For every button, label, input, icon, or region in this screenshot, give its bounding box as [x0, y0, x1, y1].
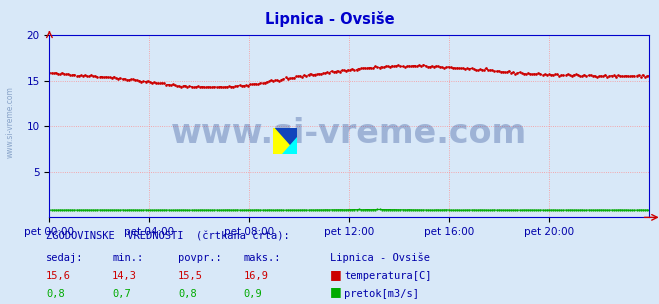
Text: 0,8: 0,8 — [178, 288, 196, 299]
Text: www.si-vreme.com: www.si-vreme.com — [5, 86, 14, 157]
Text: www.si-vreme.com: www.si-vreme.com — [171, 117, 527, 150]
Text: ■: ■ — [330, 268, 341, 281]
Text: temperatura[C]: temperatura[C] — [344, 271, 432, 281]
Text: 15,5: 15,5 — [178, 271, 203, 281]
Text: maks.:: maks.: — [244, 253, 281, 263]
Text: 14,3: 14,3 — [112, 271, 137, 281]
Text: povpr.:: povpr.: — [178, 253, 221, 263]
Text: pretok[m3/s]: pretok[m3/s] — [344, 288, 419, 299]
Text: ZGODOVINSKE  VREDNOSTI  (črtkana črta):: ZGODOVINSKE VREDNOSTI (črtkana črta): — [46, 232, 290, 242]
Text: 15,6: 15,6 — [46, 271, 71, 281]
Text: 0,8: 0,8 — [46, 288, 65, 299]
Polygon shape — [281, 137, 297, 154]
Text: 16,9: 16,9 — [244, 271, 269, 281]
Text: Lipnica - Ovsiše: Lipnica - Ovsiše — [330, 252, 430, 263]
Polygon shape — [273, 128, 297, 154]
Text: sedaj:: sedaj: — [46, 253, 84, 263]
Text: 0,7: 0,7 — [112, 288, 130, 299]
Text: min.:: min.: — [112, 253, 143, 263]
Text: ■: ■ — [330, 285, 341, 299]
Text: 0,9: 0,9 — [244, 288, 262, 299]
Polygon shape — [273, 128, 297, 154]
Text: Lipnica - Ovsiše: Lipnica - Ovsiše — [265, 11, 394, 27]
